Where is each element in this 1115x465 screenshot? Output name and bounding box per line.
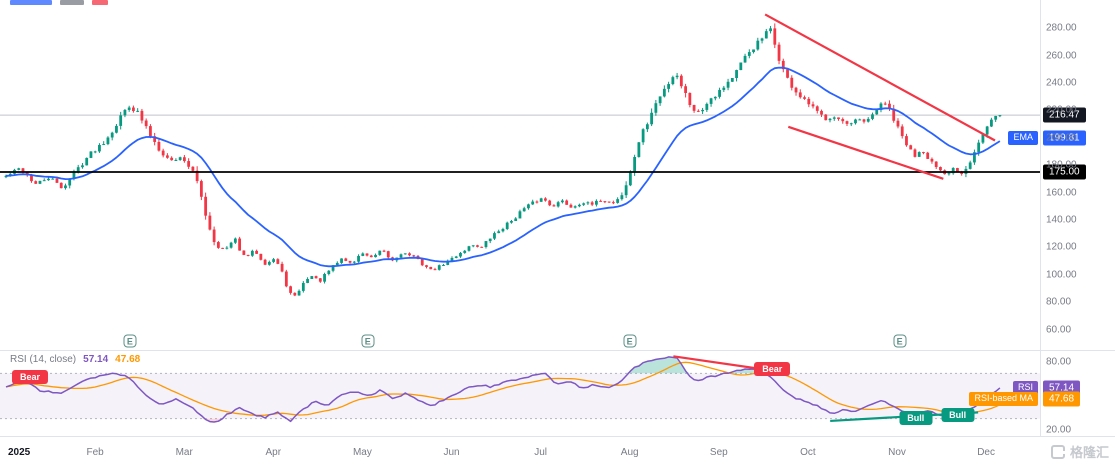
rsi-trendline-bear <box>673 355 768 372</box>
candles-layer <box>4 23 1002 297</box>
bull-label-badge[interactable]: Bull <box>899 410 933 425</box>
rsi-ma-value-badge: 47.68 <box>1043 391 1081 407</box>
bull-label-badge[interactable]: Bull <box>941 408 975 423</box>
watermark-text: 格隆汇 <box>1069 445 1109 460</box>
price-tick-label: 100.00 <box>1046 269 1077 281</box>
rsi-legend-value: 57.14 <box>83 354 109 365</box>
watermark-logo-icon <box>1050 444 1066 459</box>
bear-label-badge[interactable]: Bear <box>12 369 49 384</box>
rsi-label-chip: RSI <box>1012 380 1038 395</box>
month-label: Dec <box>977 447 995 458</box>
month-label: Sep <box>709 447 728 458</box>
month-label: Oct <box>800 447 816 458</box>
month-label: Aug <box>620 447 639 458</box>
year-label: 2025 <box>8 447 31 458</box>
clipped-legend <box>10 0 108 5</box>
last-price-badge: 216.47 <box>1043 107 1086 123</box>
month-label: Mar <box>175 447 193 458</box>
price-tick-label: 260.00 <box>1046 50 1077 62</box>
earnings-marker[interactable]: E <box>361 334 375 348</box>
ema-line <box>5 66 1001 268</box>
month-label: Jul <box>534 447 547 458</box>
price-trendline-2 <box>787 125 944 180</box>
price-tick-label: 220.00 <box>1046 104 1077 116</box>
bear-label-badge[interactable]: Bear <box>754 362 791 377</box>
earnings-marker[interactable]: E <box>123 334 137 348</box>
clipped-legend-fragment <box>10 0 52 5</box>
rsi-overbought-fill <box>6 356 1000 374</box>
price-tick-label: 240.00 <box>1046 77 1077 89</box>
clipped-legend-fragment <box>60 0 84 5</box>
rsi-line <box>5 356 1001 423</box>
month-label: Apr <box>265 447 282 458</box>
price-tick-label: 80.00 <box>1046 296 1072 308</box>
rsi-ma-legend-value: 47.68 <box>115 354 141 365</box>
rsi-band <box>0 373 1040 419</box>
month-label: Nov <box>888 447 906 458</box>
ema-label-chip: EMA <box>1008 131 1038 145</box>
rsi-tick-label: 20.00 <box>1046 424 1072 436</box>
rsi-tick-label: 80.00 <box>1046 356 1072 368</box>
rsi-indicator-legend[interactable]: RSI (14, close) 57.14 47.68 <box>10 354 140 365</box>
price-tick-label: 280.00 <box>1046 22 1077 34</box>
earnings-marker[interactable]: E <box>623 334 637 348</box>
month-label: Feb <box>86 447 104 458</box>
hline-price-badge: 175.00 <box>1043 164 1086 180</box>
price-tick-label: 200.00 <box>1046 132 1077 144</box>
price-tick-label: 60.00 <box>1046 324 1072 336</box>
ema-price-badge: 199.81 <box>1043 130 1086 146</box>
clipped-legend-fragment <box>92 0 108 5</box>
month-label: Jun <box>443 447 460 458</box>
rsi-ma-label-chip: RSI-based MA <box>969 391 1038 406</box>
price-tick-label: 180.00 <box>1046 159 1077 171</box>
price-trendline-1 <box>764 13 996 142</box>
earnings-marker[interactable]: E <box>893 334 907 348</box>
price-tick-label: 160.00 <box>1046 187 1077 199</box>
price-tick-label: 120.00 <box>1046 241 1077 253</box>
rsi-ma-line <box>5 361 1001 416</box>
watermark: 格隆汇 <box>1050 442 1109 461</box>
month-label: May <box>352 447 372 458</box>
rsi-legend-title: RSI (14, close) <box>10 354 77 365</box>
price-tick-label: 140.00 <box>1046 214 1077 226</box>
